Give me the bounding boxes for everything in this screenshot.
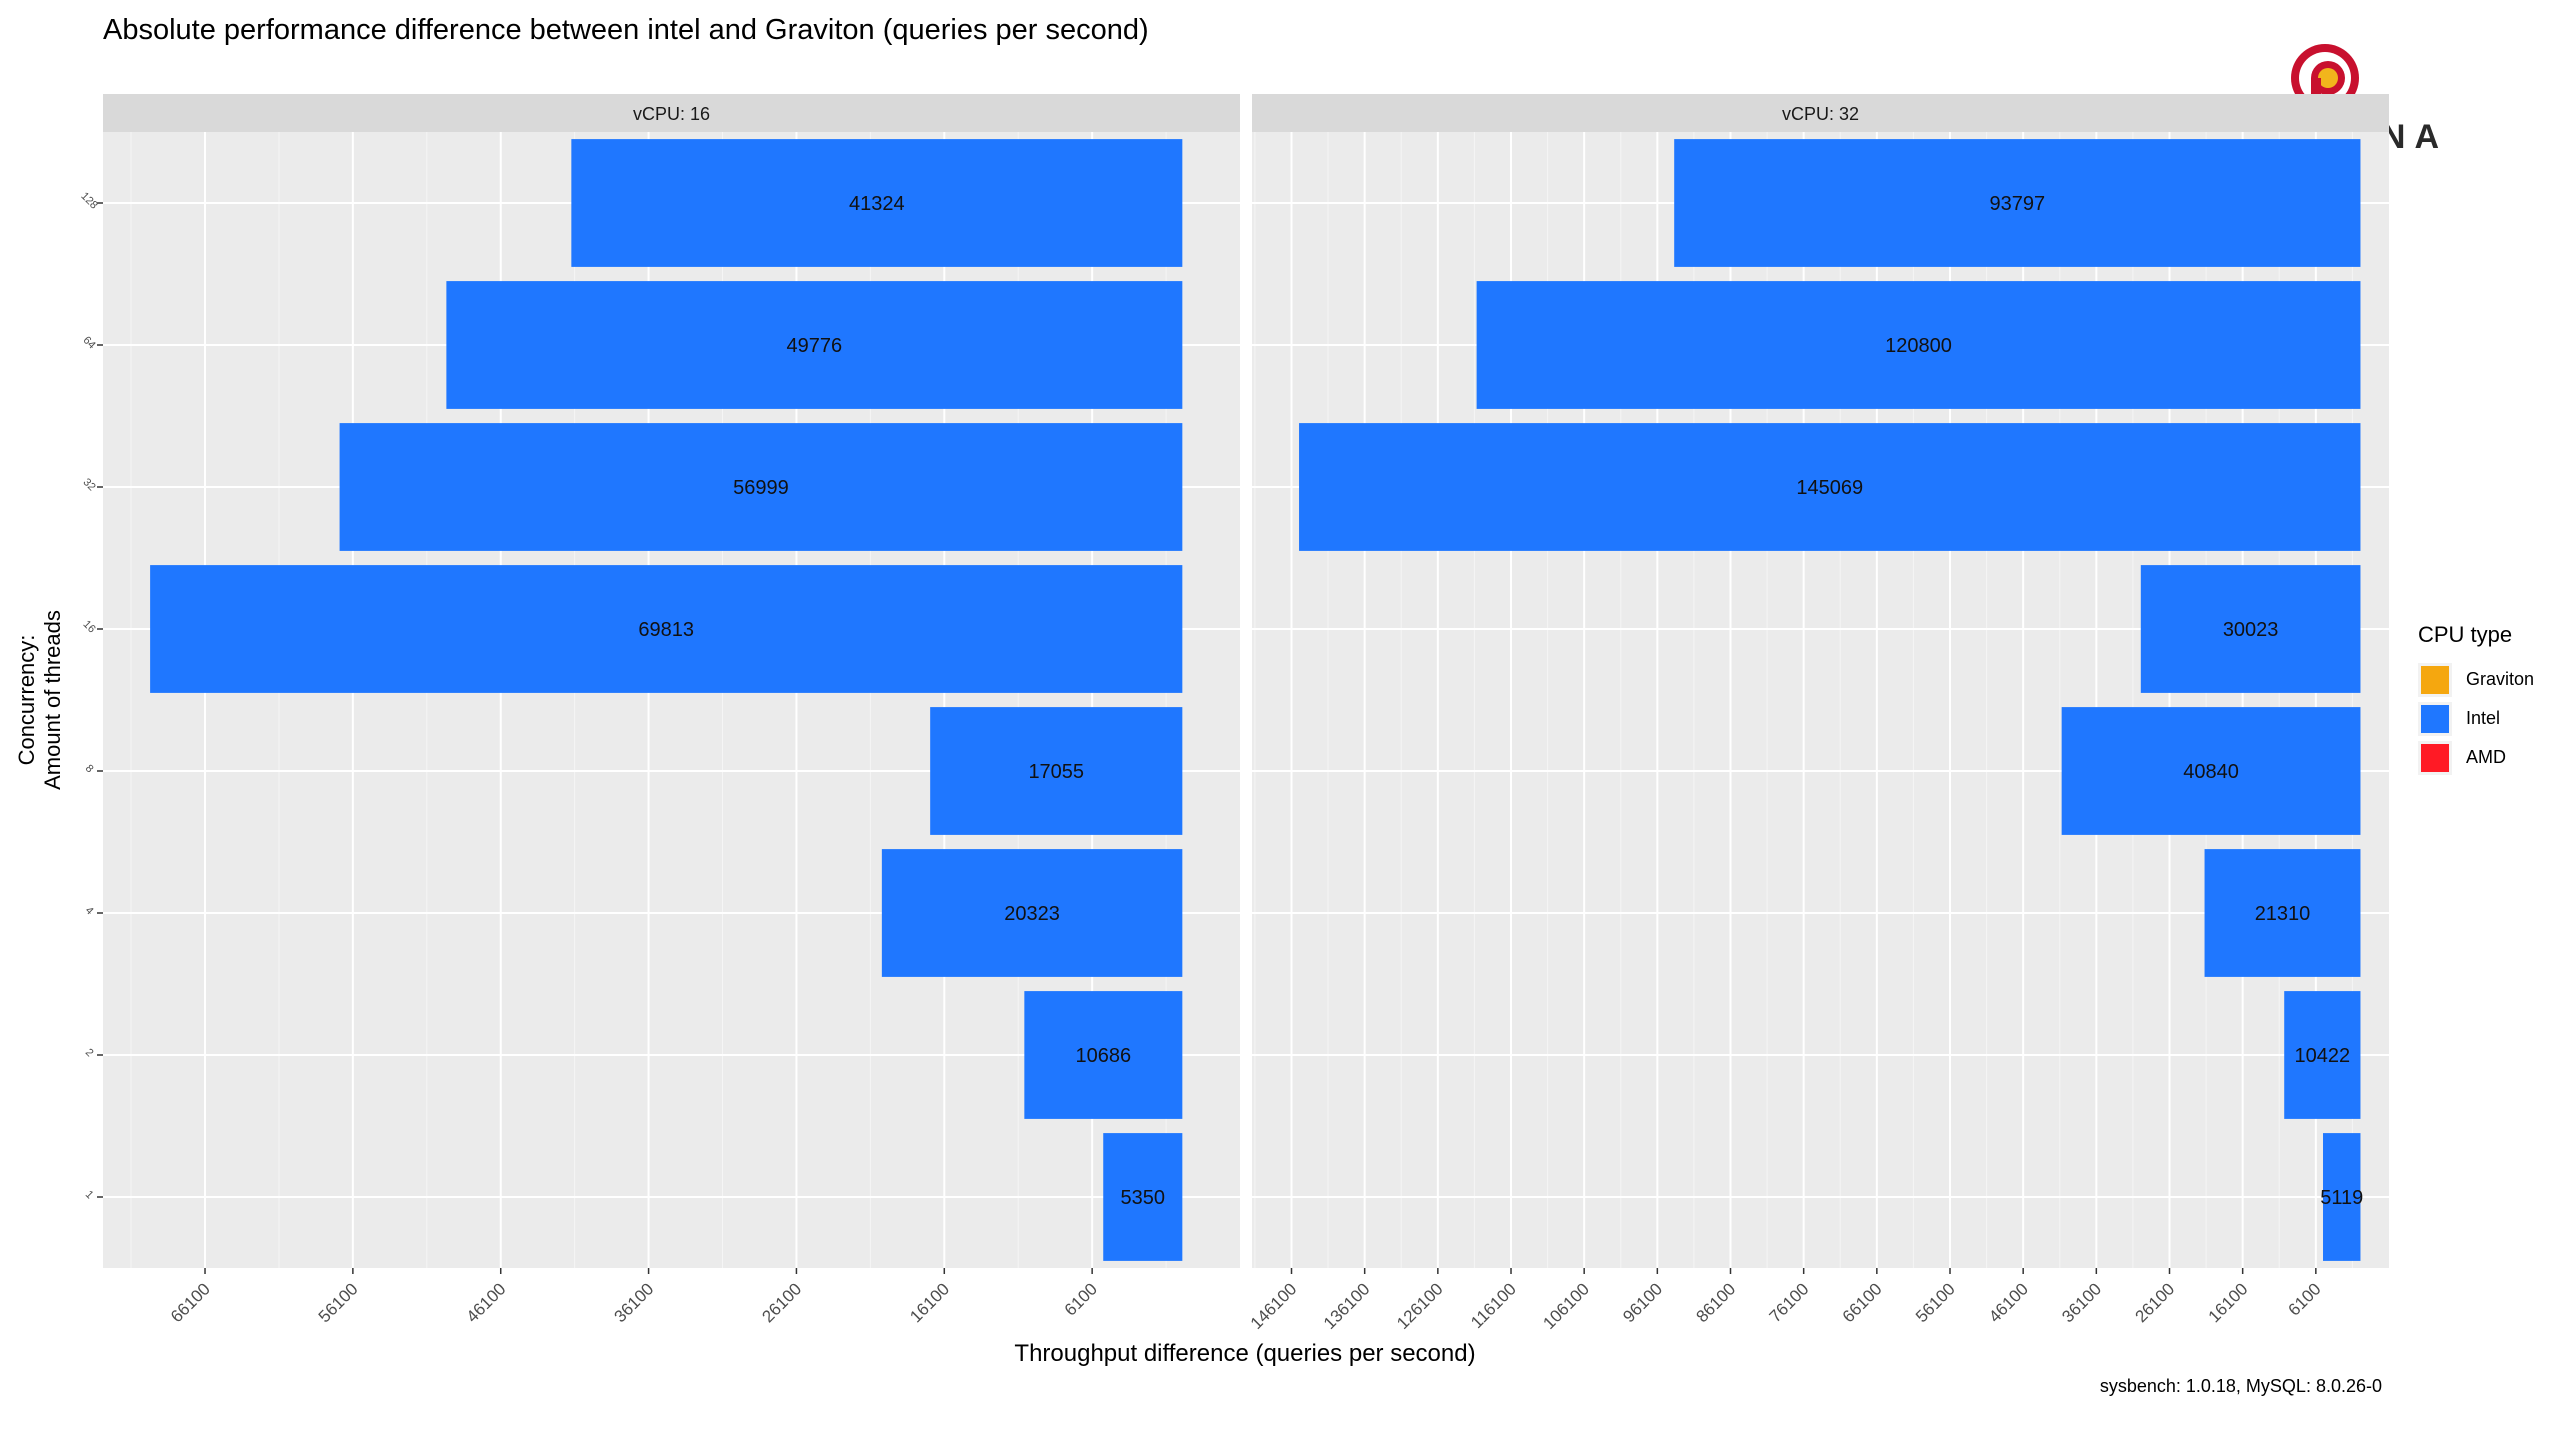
bar <box>1476 281 2361 409</box>
bar-value-label: 49776 <box>787 335 843 357</box>
x-tick-label: 56100 <box>1912 1279 1959 1326</box>
panel-strip-label: vCPU: 16 <box>633 104 710 124</box>
bar-value-label: 5119 <box>2320 1187 2363 1209</box>
x-tick-label: 56100 <box>315 1279 362 1326</box>
panel-strip-label: vCPU: 32 <box>1782 104 1859 124</box>
x-tick-label: 6100 <box>2284 1279 2324 1319</box>
bar <box>881 849 1183 977</box>
bar-value-label: 17055 <box>1028 761 1084 783</box>
x-tick-label: 146100 <box>1247 1279 1301 1333</box>
x-tick-label: 16100 <box>2205 1279 2252 1326</box>
y-tick-label: 128 <box>78 190 99 211</box>
x-tick-label: 16100 <box>906 1279 953 1326</box>
bar-value-label: 93797 <box>1990 193 2046 215</box>
bar-value-label: 120800 <box>1885 335 1952 357</box>
panel-strip <box>103 94 1240 132</box>
bar <box>571 139 1183 267</box>
x-tick-label: 106100 <box>1539 1279 1593 1333</box>
bar-value-label: 30023 <box>2223 619 2279 641</box>
bar-value-label: 41324 <box>849 193 905 215</box>
bar-value-label: 145069 <box>1796 477 1863 499</box>
bar <box>930 707 1183 835</box>
bar <box>339 423 1183 551</box>
bar <box>2061 707 2361 835</box>
x-tick-label: 126100 <box>1393 1279 1447 1333</box>
bar-value-label: 5350 <box>1121 1187 1166 1209</box>
x-tick-label: 6100 <box>1061 1279 1101 1319</box>
x-tick-label: 116100 <box>1467 1279 1520 1332</box>
legend-label: Graviton <box>2466 669 2535 689</box>
x-tick-label: 96100 <box>1619 1279 1666 1326</box>
chart-title: Absolute performance difference between … <box>103 14 1149 46</box>
x-tick-label: 36100 <box>2058 1279 2105 1326</box>
legend-key-graviton <box>2418 662 2452 697</box>
x-tick-label: 46100 <box>1985 1279 2032 1326</box>
bar <box>446 281 1183 409</box>
x-tick-label: 46100 <box>463 1279 510 1326</box>
panel-strip <box>1252 94 2389 132</box>
bar <box>2204 849 2361 977</box>
bar <box>1103 1133 1183 1261</box>
y-tick-label: 4 <box>83 904 96 917</box>
x-tick-label: 36100 <box>611 1279 658 1326</box>
bar <box>1299 423 2361 551</box>
legend-key-amd <box>2418 740 2452 775</box>
y-axis-label: Concurrency: Amount of threads <box>14 610 65 790</box>
legend-title: CPU type <box>2418 622 2513 647</box>
legend-item-amd: AMD <box>2418 738 2534 777</box>
x-tick-label: 26100 <box>2131 1279 2178 1326</box>
bar-value-label: 10686 <box>1076 1045 1132 1067</box>
bar <box>1024 991 1183 1119</box>
x-tick-label: 66100 <box>167 1279 214 1326</box>
legend-label: AMD <box>2466 747 2506 767</box>
y-tick-label: 64 <box>81 334 98 351</box>
x-tick-label: 76100 <box>1766 1279 1813 1326</box>
bar <box>150 565 1183 693</box>
bar-value-label: 21310 <box>2255 903 2311 925</box>
bar-value-label: 56999 <box>733 477 789 499</box>
legend-label: Intel <box>2466 708 2501 728</box>
x-tick-label: 66100 <box>1839 1279 1886 1326</box>
x-tick-label: 136100 <box>1320 1279 1374 1333</box>
caption: sysbench: 1.0.18, MySQL: 8.0.26-0 <box>2099 1376 2382 1396</box>
bar-value-label: 20323 <box>1004 903 1060 925</box>
bar-value-label: 40840 <box>2183 761 2239 783</box>
x-axis-label: Throughput difference (queries per secon… <box>1014 1340 1476 1367</box>
x-tick-label: 26100 <box>758 1279 805 1326</box>
legend-item-graviton: Graviton <box>2418 660 2534 699</box>
bar-value-label: 10422 <box>2295 1045 2351 1067</box>
legend-key-intel <box>2418 701 2452 736</box>
y-tick-label: 8 <box>83 762 96 775</box>
x-tick-label: 86100 <box>1692 1279 1739 1326</box>
bar <box>1674 139 2361 267</box>
bar-value-label: 69813 <box>638 619 694 641</box>
y-tick-label: 32 <box>81 476 98 493</box>
bar <box>2323 1133 2361 1261</box>
y-tick-label: 1 <box>83 1188 96 1201</box>
y-tick-label: 16 <box>81 618 98 635</box>
y-tick-label: 2 <box>83 1046 96 1059</box>
bar <box>2284 991 2361 1119</box>
legend: CPU type Graviton Intel AMD <box>2418 622 2534 777</box>
bar <box>2140 565 2361 693</box>
legend-item-intel: Intel <box>2418 699 2534 738</box>
